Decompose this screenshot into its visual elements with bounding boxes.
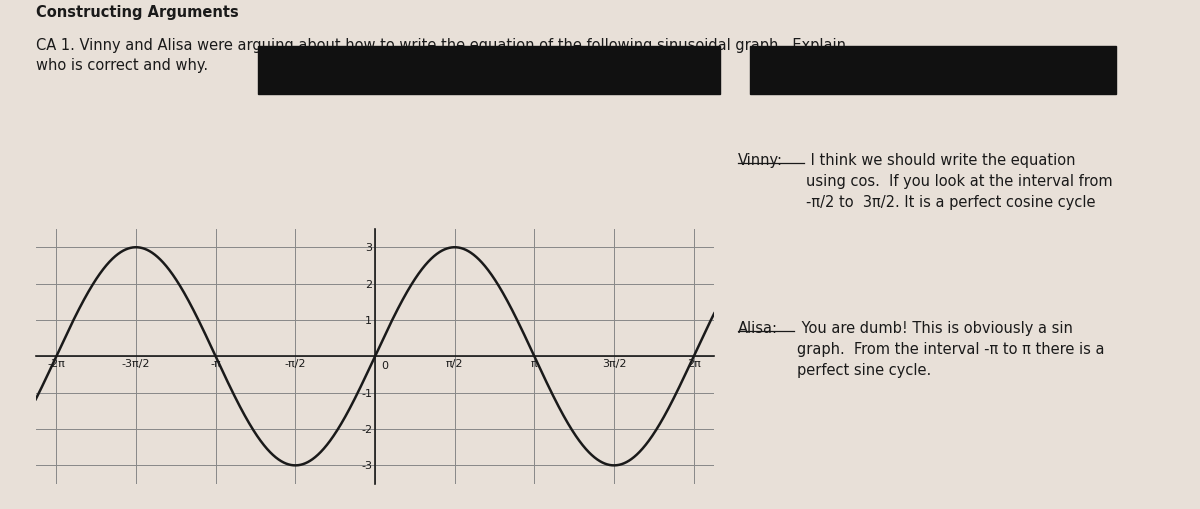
Text: I think we should write the equation
using cos.  If you look at the interval fro: I think we should write the equation usi… — [806, 153, 1114, 210]
Text: Constructing Arguments: Constructing Arguments — [36, 5, 239, 20]
Text: Vinny:: Vinny: — [738, 153, 784, 167]
Text: 0: 0 — [382, 361, 388, 371]
Text: Alisa:: Alisa: — [738, 321, 778, 335]
Text: You are dumb! This is obviously a sin
graph.  From the interval -π to π there is: You are dumb! This is obviously a sin gr… — [797, 321, 1104, 378]
Text: CA 1. Vinny and Alisa were arguing about how to write the equation of the follow: CA 1. Vinny and Alisa were arguing about… — [36, 38, 846, 73]
